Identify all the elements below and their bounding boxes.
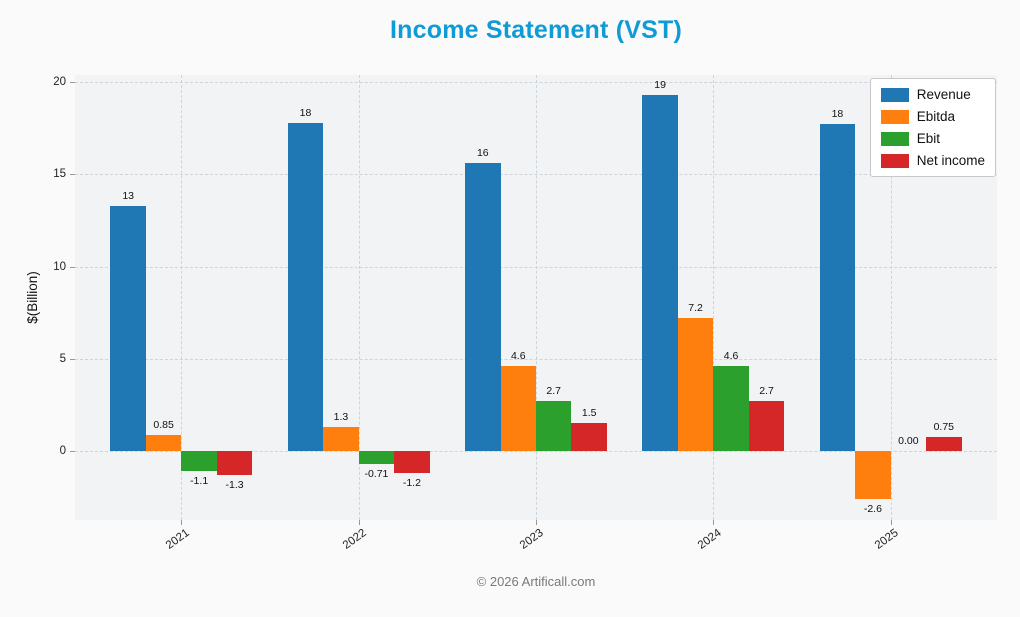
bar-ebit-2023 xyxy=(536,401,572,451)
bar-ebit-2024 xyxy=(713,366,749,451)
footer-credit: © 2026 Artificall.com xyxy=(476,574,596,589)
bar-value-label: 13 xyxy=(122,189,135,202)
bar-value-label: -0.71 xyxy=(364,468,389,481)
x-tick-mark xyxy=(890,520,892,525)
gridline-vertical xyxy=(358,75,360,520)
y-tick-label: 20 xyxy=(53,76,66,88)
legend-item-ebitda: Ebitda xyxy=(880,109,985,124)
bar-ebitda-2021 xyxy=(145,435,182,451)
bar-revenue-2024 xyxy=(642,94,678,451)
legend-label: Ebit xyxy=(916,131,940,146)
y-axis-label: $(Billion) xyxy=(20,75,44,520)
bar-ebitda-2025 xyxy=(855,450,891,499)
bar-net-income-2023 xyxy=(571,423,607,451)
bar-value-label: -1.3 xyxy=(225,478,244,491)
bar-value-label: 16 xyxy=(476,147,489,160)
bar-value-label: 0.00 xyxy=(898,434,919,447)
bar-ebit-2021 xyxy=(181,450,217,472)
bar-value-label: -1.2 xyxy=(402,477,421,490)
y-tick-label: 0 xyxy=(59,444,66,457)
x-tick-mark xyxy=(536,520,537,525)
bar-ebit-2022 xyxy=(358,450,395,465)
x-tick-mark xyxy=(358,520,360,525)
bar-ebitda-2023 xyxy=(500,366,536,451)
bar-net-income-2025 xyxy=(926,437,962,451)
y-tick-mark xyxy=(70,82,75,83)
y-tick-label: 10 xyxy=(53,260,66,273)
bar-value-label: 4.6 xyxy=(510,350,526,363)
plot-area: 0 5 10 15 20 2021 2022 2023 2024 2025 13 18 16 19 18 0.… xyxy=(53,75,997,552)
bar-ebitda-2022 xyxy=(323,427,359,451)
x-tick-label-text: 2022 xyxy=(340,527,369,552)
gridline-vertical xyxy=(713,75,715,520)
bar-ebitda-2024 xyxy=(677,318,714,451)
bar-value-label: 18 xyxy=(299,106,312,119)
legend-label: Revenue xyxy=(916,87,971,102)
bar-net-income-2022 xyxy=(394,450,430,474)
x-tick-label-text: 2024 xyxy=(695,527,724,552)
bar-value-label: 1.5 xyxy=(581,407,597,420)
legend-item-ebit: Ebit xyxy=(880,131,985,146)
bar-value-label: 0.75 xyxy=(933,421,955,434)
x-tick-label-text: 2025 xyxy=(872,527,901,552)
y-tick-mark xyxy=(70,174,75,176)
chart-title: Income Statement (VST) xyxy=(390,16,682,44)
gridline-vertical xyxy=(536,75,537,520)
legend-label: Net income xyxy=(916,153,985,168)
bar-value-label: 2.7 xyxy=(759,385,774,398)
legend-item-net-income: Net income xyxy=(880,153,985,168)
bar-net-income-2024 xyxy=(748,401,785,451)
bar-net-income-2021 xyxy=(216,450,253,475)
bar-value-label: 0.85 xyxy=(153,419,174,432)
x-tick-mark xyxy=(181,520,183,525)
bar-value-label: -1.1 xyxy=(190,475,209,488)
gridline-vertical xyxy=(890,75,892,520)
bar-value-label: 1.3 xyxy=(333,411,349,423)
y-tick-mark xyxy=(70,358,75,360)
y-tick-label: 15 xyxy=(53,168,66,181)
legend-swatch-revenue xyxy=(880,87,909,102)
bar-value-label: 7.2 xyxy=(688,302,703,315)
bar-value-label: 4.6 xyxy=(723,350,739,363)
bar-value-label: 18 xyxy=(831,108,844,121)
bar-revenue-2021 xyxy=(110,205,146,451)
legend: Revenue Ebitda Ebit Net income xyxy=(869,78,996,177)
x-tick-label-text: 2021 xyxy=(163,527,192,552)
legend-swatch-ebit xyxy=(880,131,909,146)
legend-swatch-ebitda xyxy=(880,109,909,124)
bar-value-label: 2.7 xyxy=(546,385,562,398)
bar-value-label: 19 xyxy=(654,78,666,91)
gridline-vertical xyxy=(181,75,183,520)
y-axis-label-text: $(Billion) xyxy=(24,271,40,324)
bar-revenue-2025 xyxy=(819,124,856,451)
x-tick-label-text: 2023 xyxy=(518,527,547,552)
bar-value-label: -2.6 xyxy=(863,502,882,515)
y-tick-label: 5 xyxy=(59,352,66,365)
legend-label: Ebitda xyxy=(916,109,955,124)
bar-revenue-2022 xyxy=(287,122,324,451)
bar-revenue-2023 xyxy=(465,163,501,451)
legend-swatch-net-income xyxy=(880,153,909,168)
y-tick-mark xyxy=(70,266,75,268)
y-tick-mark xyxy=(70,450,75,452)
legend-item-revenue: Revenue xyxy=(880,87,985,102)
x-tick-mark xyxy=(713,520,715,525)
